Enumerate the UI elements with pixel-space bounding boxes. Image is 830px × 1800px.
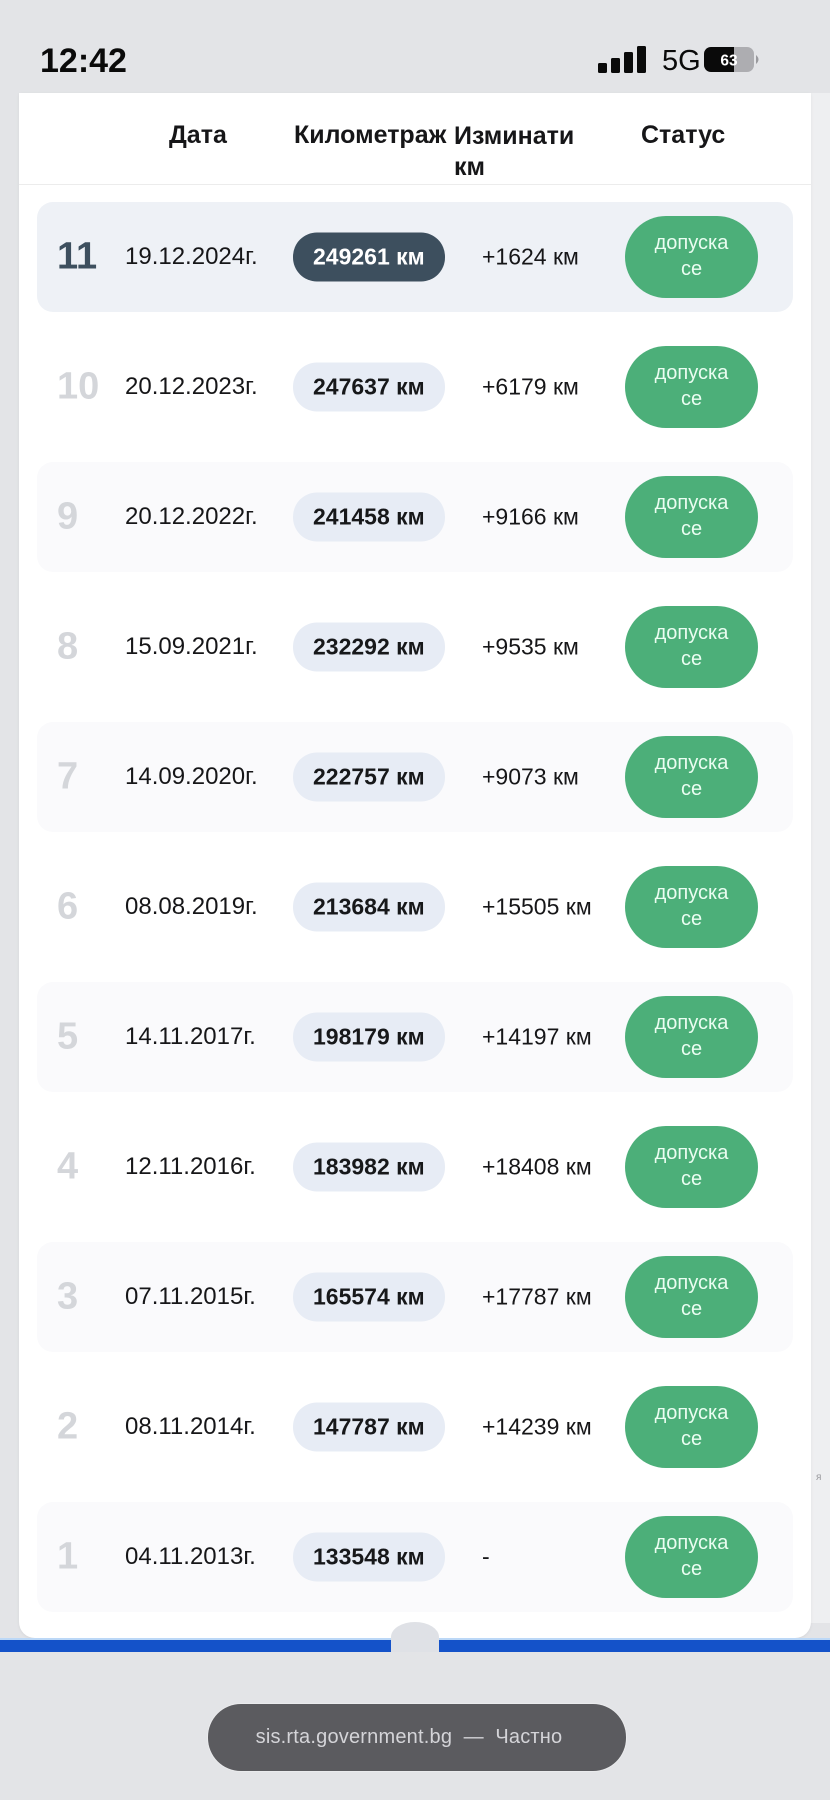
svg-text:63: 63 <box>720 53 738 70</box>
